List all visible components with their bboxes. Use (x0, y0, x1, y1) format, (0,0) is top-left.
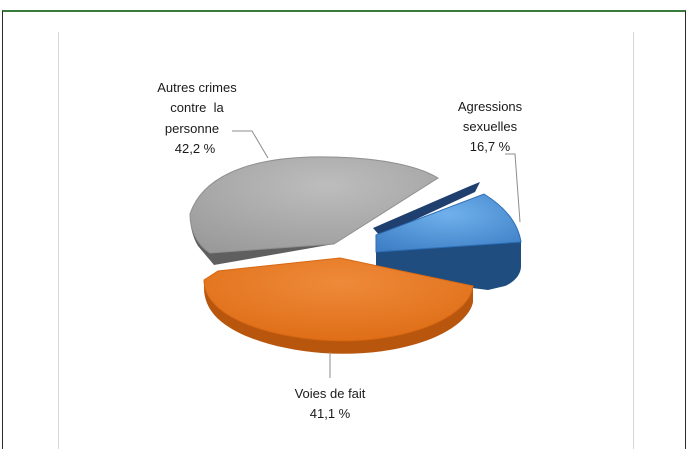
slice-autres-top (189, 156, 439, 254)
label-autres-value: 42,2 % (175, 141, 216, 156)
leader-line-autres (232, 130, 269, 159)
label-voies-value: 41,1 % (310, 406, 351, 421)
label-agressions-line1: Agressions (458, 99, 523, 114)
label-agressions-value: 16,7 % (470, 139, 511, 154)
label-autres-line3: personne (165, 121, 219, 136)
slice-voies-de-fait (203, 257, 474, 354)
slice-agressions-top (375, 193, 522, 253)
chart-frame (2, 10, 686, 449)
leader-line-agressions (505, 153, 521, 223)
slice-voies-top (203, 257, 474, 342)
label-agressions-line2: sexuelles (463, 119, 518, 134)
slice-agressions-back-wall (373, 182, 480, 236)
label-voies-line1: Voies de fait (295, 386, 366, 401)
left-guide-line (58, 32, 59, 449)
right-guide-line (633, 32, 634, 449)
label-autres-line2: contre la (170, 100, 224, 115)
label-autres-line1: Autres crimes (157, 80, 237, 95)
slice-autres-crimes (189, 156, 439, 265)
